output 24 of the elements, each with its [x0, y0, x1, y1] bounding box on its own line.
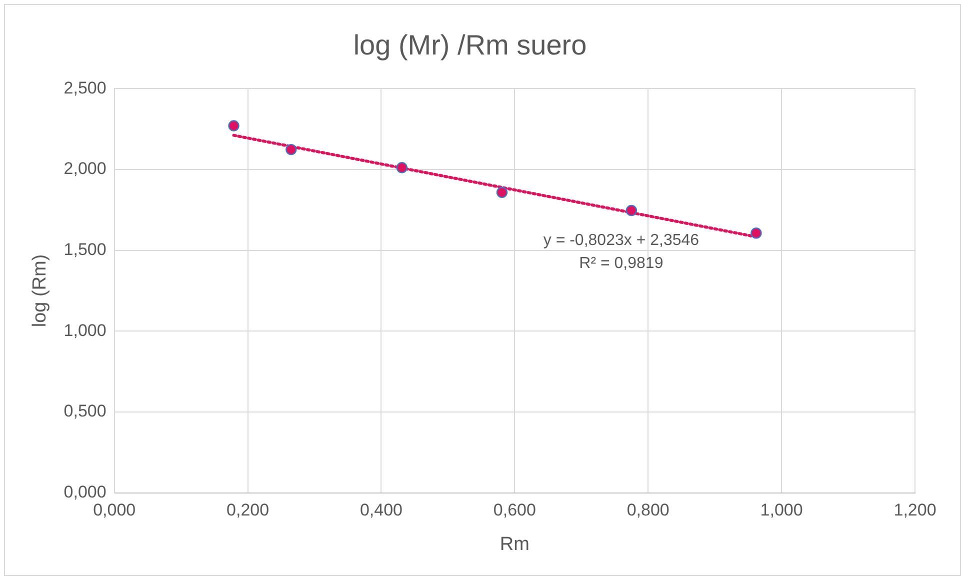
point — [396, 162, 408, 174]
point — [496, 186, 508, 198]
y-tick-label: 0,500 — [64, 402, 106, 421]
x-tick-label: 0,000 — [93, 500, 136, 520]
x-tick-label: 0,600 — [493, 500, 536, 520]
point — [286, 144, 297, 156]
point — [228, 120, 240, 132]
chart-title: log (Mr) /Rm suero — [353, 30, 587, 61]
x-tick-label: 1,200 — [894, 500, 936, 520]
y-tick-label: 0,000 — [64, 482, 106, 502]
annotation: y = -0,8023x + 2,3546 — [543, 232, 700, 249]
y-tick-label: 1,500 — [64, 240, 106, 259]
y-tick-label: 2,000 — [64, 159, 106, 178]
x-tick-label: 0,200 — [226, 500, 270, 520]
x-tick-label: 1,000 — [760, 500, 803, 520]
x-tick-label: 0,800 — [626, 500, 670, 520]
annotation: R² = 0,9819 — [579, 254, 664, 272]
y-tick-label: 1,000 — [64, 320, 106, 340]
x-axis-title: Rm — [500, 534, 530, 555]
y-axis-title: log (Rm) — [30, 254, 51, 328]
x-tick-label: 0,400 — [360, 500, 402, 520]
point — [750, 228, 762, 239]
point — [626, 204, 638, 216]
y-tick-label: 2,500 — [64, 78, 106, 98]
